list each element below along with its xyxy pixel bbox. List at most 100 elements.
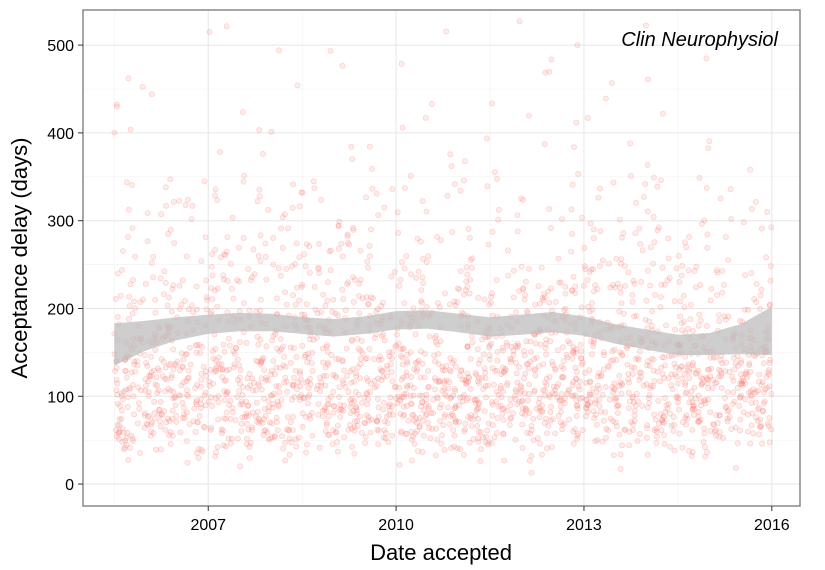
data-point (682, 415, 689, 421)
data-point (751, 389, 758, 396)
data-point (225, 435, 232, 442)
data-point (255, 408, 261, 415)
data-point (228, 285, 235, 292)
data-point (499, 344, 506, 351)
data-point (665, 255, 672, 262)
data-point (748, 393, 755, 400)
data-point (542, 387, 548, 394)
data-point (679, 444, 686, 451)
data-point (451, 298, 458, 305)
data-point (190, 418, 197, 424)
data-point (287, 344, 294, 351)
data-point (716, 412, 723, 419)
data-point (419, 448, 426, 455)
data-point (630, 426, 636, 433)
data-point (652, 291, 658, 298)
data-point (415, 268, 422, 275)
data-point (714, 267, 720, 273)
data-point (689, 406, 696, 413)
data-point (636, 376, 643, 383)
data-point (176, 306, 183, 312)
data-point (740, 409, 747, 416)
data-point (596, 385, 603, 392)
data-point (485, 420, 492, 427)
data-point (575, 383, 582, 390)
data-point (629, 298, 636, 305)
data-point (543, 382, 550, 388)
data-point (758, 286, 765, 293)
data-point (507, 355, 514, 362)
data-point (473, 371, 480, 378)
data-point (169, 432, 176, 439)
data-point (701, 425, 708, 432)
data-point (602, 95, 609, 102)
data-point (578, 355, 585, 362)
data-point (186, 344, 193, 351)
data-point (430, 396, 437, 403)
data-point (290, 292, 296, 299)
data-point (738, 378, 745, 384)
data-point (425, 384, 432, 391)
data-point (764, 385, 770, 391)
data-point (452, 402, 459, 409)
data-point (454, 285, 461, 292)
data-point (736, 402, 743, 409)
data-point (305, 385, 312, 391)
data-point (386, 353, 393, 360)
data-point (210, 355, 217, 362)
data-point (368, 416, 375, 423)
data-point (130, 393, 137, 400)
data-point (512, 396, 519, 402)
data-point (734, 440, 741, 447)
data-point (561, 420, 568, 427)
data-point (681, 318, 687, 325)
data-point (193, 283, 200, 290)
data-point (156, 367, 162, 374)
data-point (316, 270, 323, 276)
data-point (183, 377, 190, 384)
data-point (304, 359, 311, 365)
data-point (542, 69, 549, 76)
data-point (297, 383, 304, 390)
data-point (514, 228, 521, 235)
data-point (434, 341, 441, 348)
data-point (304, 378, 311, 385)
data-point (317, 388, 324, 395)
data-point (582, 266, 589, 272)
data-point (144, 238, 151, 245)
data-point (399, 361, 406, 368)
data-point (710, 421, 717, 427)
data-point (241, 172, 248, 179)
data-point (713, 379, 720, 386)
data-point (650, 367, 657, 374)
data-point (361, 419, 368, 426)
data-point (550, 362, 556, 368)
data-point (123, 441, 130, 448)
data-point (224, 277, 231, 284)
data-point (357, 355, 364, 362)
data-point (123, 434, 130, 441)
data-point (386, 411, 393, 418)
data-point (237, 401, 244, 408)
data-point (244, 435, 250, 442)
data-point (587, 378, 593, 385)
data-point (398, 394, 405, 401)
data-point (507, 414, 514, 421)
data-point (221, 415, 227, 422)
data-point (566, 416, 572, 423)
data-point (594, 286, 601, 292)
data-point (645, 395, 652, 401)
data-point (384, 366, 391, 372)
data-point (214, 285, 221, 292)
data-point (214, 303, 221, 310)
data-point (530, 437, 537, 444)
data-point (293, 443, 300, 450)
data-point (423, 303, 430, 310)
data-point (745, 389, 752, 396)
data-point (533, 354, 540, 361)
data-point (680, 419, 686, 425)
data-point (425, 368, 431, 375)
data-point (535, 283, 542, 290)
data-point (241, 414, 248, 420)
data-point (369, 295, 376, 302)
